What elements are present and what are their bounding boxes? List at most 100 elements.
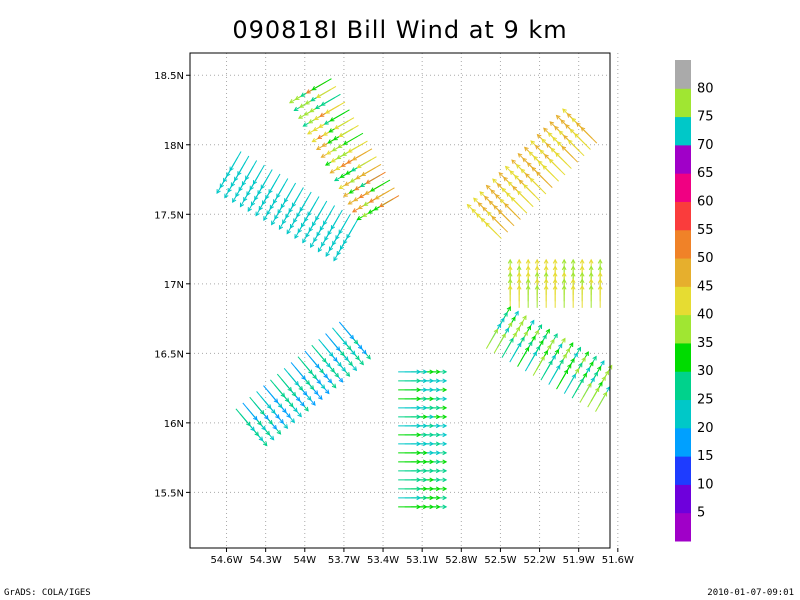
wind-vector [338, 321, 354, 340]
wind-vector-head [552, 284, 558, 290]
wind-vector-head [254, 195, 259, 201]
wind-vector-head [422, 450, 428, 456]
wind-vector-head [581, 356, 586, 362]
wind-vector-head [306, 396, 312, 401]
wind-vector-head [570, 278, 576, 284]
wind-vector-head [442, 477, 448, 483]
wind-vector-head [532, 351, 537, 357]
wind-vector-head [509, 170, 515, 176]
colorbar: 5 10 15 20 25 30 35 40 45 50 55 60 65 70 75 80 [675, 60, 714, 542]
wind-vector-head [358, 193, 364, 199]
wind-vector-head [493, 204, 498, 210]
wind-vector-head [517, 342, 522, 348]
wind-vector-head [337, 143, 343, 149]
wind-vector [517, 190, 534, 208]
wind-vector-head [338, 184, 344, 189]
wind-vector [375, 187, 395, 200]
wind-vector-head [497, 209, 503, 215]
wind-vector-head [320, 153, 326, 158]
wind-vector-head [280, 203, 286, 209]
wind-vector-head [561, 258, 567, 264]
wind-vector-head [325, 109, 330, 114]
wind-vector-head [272, 424, 278, 430]
wind-vector-head [545, 143, 551, 148]
wind-vector-head [442, 396, 448, 402]
wind-vector-head [344, 181, 350, 186]
wind-vector-head [548, 360, 553, 366]
chart-title: 090818I Bill Wind at 9 km [232, 16, 568, 44]
wind-vector-head [349, 334, 355, 340]
wind-vector-head [429, 468, 435, 474]
wind-vector-head [429, 387, 435, 393]
wind-vector-head [356, 163, 362, 169]
wind-vector [235, 408, 251, 426]
wind-vector-head [429, 450, 435, 456]
wind-vector-head [309, 385, 315, 391]
wind-vector-head [561, 284, 567, 290]
wind-vector-head [229, 166, 234, 172]
wind-vector-head [429, 369, 435, 375]
wind-vector-head [573, 352, 578, 358]
wind-vector-head [283, 424, 289, 429]
wind-vector-head [550, 338, 555, 344]
wind-vector-head [359, 182, 365, 187]
wind-vector-head [266, 404, 272, 410]
wind-vector-head [501, 333, 506, 339]
wind-vector-head [336, 250, 341, 256]
wind-vector-head [564, 123, 570, 129]
wind-vector-head [500, 317, 505, 323]
wind-vector [485, 222, 502, 239]
wind-vector-head [585, 366, 591, 372]
wind-vector [297, 356, 313, 374]
wind-vector-head [429, 405, 435, 411]
wind-vector-head [422, 423, 428, 429]
wind-vector-head [435, 495, 441, 501]
wind-vector-head [566, 113, 572, 118]
wind-vector-head [301, 375, 306, 381]
wind-vector-head [435, 369, 441, 375]
wind-vector-head [482, 206, 487, 212]
wind-vector-head [543, 271, 549, 277]
wind-vector-head [517, 152, 523, 158]
wind-vector-head [353, 197, 359, 202]
wind-vector-head [507, 181, 513, 186]
wind-vector-head [528, 151, 534, 156]
x-tick-label: 51.9W [563, 555, 595, 566]
wind-vector-head [485, 184, 491, 190]
wind-vector-head [507, 265, 513, 271]
wind-vector-head [558, 343, 563, 349]
wind-vector-head [559, 359, 564, 364]
wind-vector [290, 362, 306, 380]
wind-vector-head [353, 339, 359, 345]
wind-vector-head [485, 222, 490, 227]
wind-vector-head [570, 284, 576, 290]
colorbar-segment [675, 116, 691, 146]
wind-vector-head [509, 337, 514, 343]
wind-vector-head [368, 198, 374, 203]
wind-vector-head [597, 258, 603, 264]
wind-vector-head [291, 202, 297, 208]
wind-vector-head [435, 432, 441, 438]
wind-vector [574, 133, 591, 150]
wind-vector-head [416, 432, 422, 438]
wind-vector-head [239, 202, 245, 208]
wind-vector-head [492, 178, 497, 184]
wind-vector-head [238, 186, 243, 192]
colorbar-label: 65 [697, 166, 714, 181]
wind-vector-head [429, 486, 435, 492]
wind-vector-head [355, 355, 360, 361]
wind-vector-head [571, 373, 576, 379]
wind-vector-head [422, 441, 428, 447]
wind-vector-head [373, 206, 379, 211]
wind-vector-head [310, 97, 316, 102]
wind-vector [291, 187, 304, 207]
wind-vector-head [331, 147, 337, 152]
wind-vector-head [524, 346, 530, 352]
wind-vector-head [422, 396, 428, 402]
wind-vector-head [512, 332, 517, 337]
wind-vector-head [310, 243, 315, 249]
wind-vector-head [567, 363, 572, 369]
wind-vector-head [315, 145, 321, 150]
wind-vector-head [429, 477, 435, 483]
wind-vector-head [271, 409, 276, 415]
